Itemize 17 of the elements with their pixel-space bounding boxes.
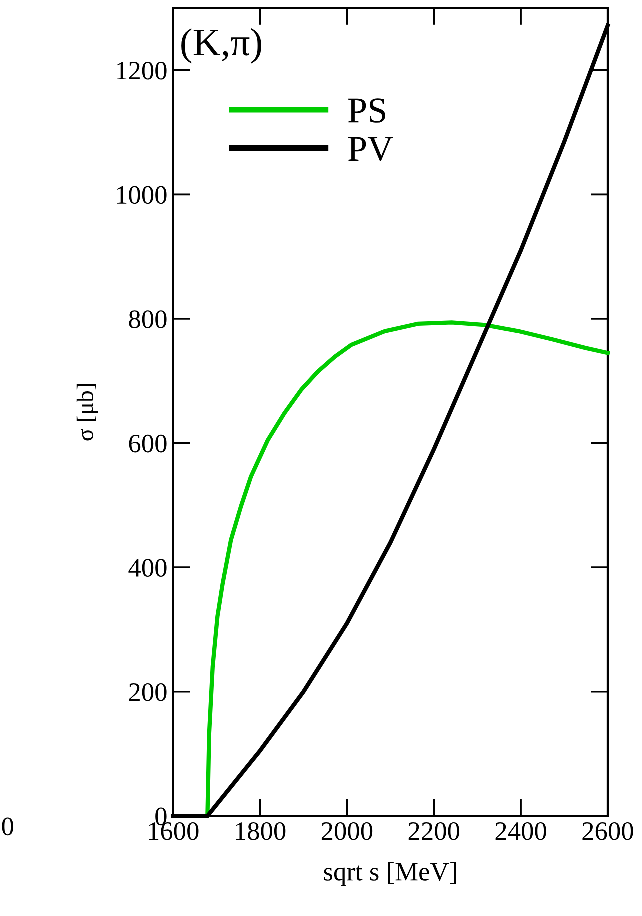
y-tick-label: 800 bbox=[129, 310, 167, 328]
y-tick-label: 200 bbox=[129, 683, 167, 702]
y-axis-title: σ [μb] bbox=[76, 384, 98, 441]
x-tick-label: 2600 bbox=[582, 822, 634, 840]
x-tick-label: 2200 bbox=[408, 822, 460, 840]
x-axis-title: sqrt s [MeV] bbox=[324, 862, 456, 886]
y-tick-label: 1200 bbox=[117, 62, 167, 80]
legend-label: PV bbox=[348, 137, 394, 162]
annotation: (K,π) bbox=[182, 28, 262, 64]
y-tick-label: 400 bbox=[128, 559, 167, 577]
text: 0 bbox=[2, 818, 14, 836]
y-tick-label: 1000 bbox=[117, 186, 167, 204]
x-tick-label: 2400 bbox=[496, 822, 546, 840]
x-tick-label: 1800 bbox=[236, 822, 286, 840]
y-tick-label: 600 bbox=[129, 434, 167, 453]
legend-label: PS bbox=[348, 98, 386, 123]
x-tick-label: 2000 bbox=[322, 822, 373, 840]
